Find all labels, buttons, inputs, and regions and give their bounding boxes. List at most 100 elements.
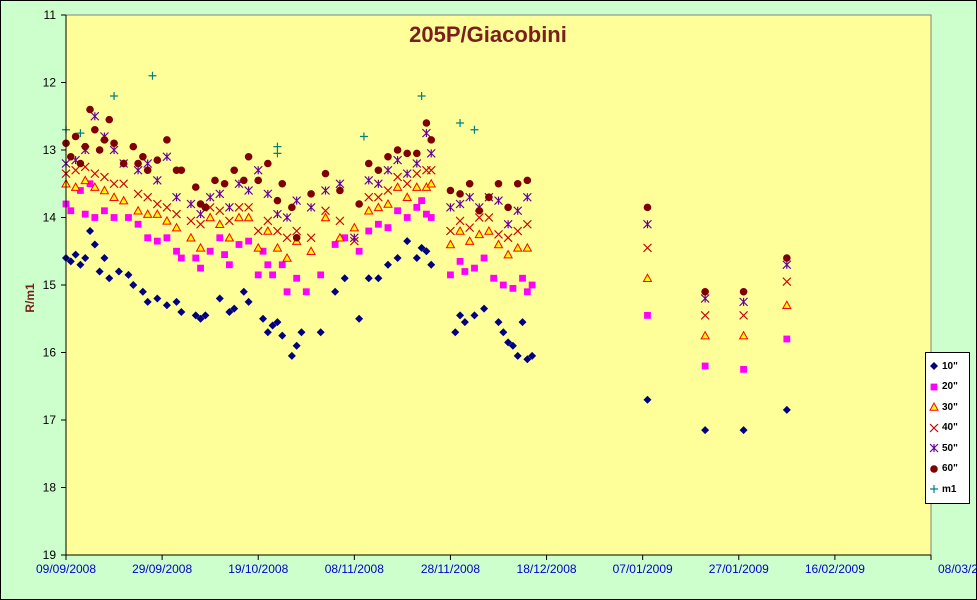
data-point xyxy=(474,213,484,222)
legend-label: 50" xyxy=(942,442,958,454)
data-point xyxy=(110,214,118,221)
data-point xyxy=(461,268,469,275)
data-point xyxy=(278,261,286,269)
data-point xyxy=(172,209,181,219)
data-point xyxy=(239,287,248,296)
data-point xyxy=(426,148,436,158)
data-point xyxy=(480,304,489,313)
legend-label: 60" xyxy=(942,463,958,475)
data-point xyxy=(77,187,84,194)
data-point xyxy=(172,297,181,306)
data-point xyxy=(288,203,296,212)
data-point xyxy=(418,197,426,205)
y-tick-label: 14 xyxy=(43,211,57,225)
data-point xyxy=(186,232,196,242)
data-point xyxy=(383,260,392,269)
data-point xyxy=(86,105,94,114)
data-point xyxy=(263,328,272,337)
data-point xyxy=(456,119,465,127)
data-point xyxy=(781,300,792,309)
data-point xyxy=(384,152,392,161)
data-point xyxy=(528,281,536,289)
data-point xyxy=(494,229,503,239)
data-point xyxy=(224,202,234,212)
data-point xyxy=(134,220,142,228)
data-point xyxy=(124,270,133,279)
data-point xyxy=(234,212,244,222)
data-point xyxy=(445,239,456,249)
data-point xyxy=(518,318,527,327)
data-point xyxy=(740,365,747,373)
data-point xyxy=(321,186,330,195)
data-point xyxy=(287,351,296,360)
data-point xyxy=(701,362,709,370)
data-point xyxy=(523,288,531,296)
data-point xyxy=(90,240,99,249)
data-point xyxy=(71,132,80,141)
data-point xyxy=(211,176,219,185)
data-point xyxy=(81,254,90,262)
data-point xyxy=(359,132,368,141)
x-tick-label: 18/12/2008 xyxy=(517,562,577,576)
data-point xyxy=(701,287,709,296)
data-point xyxy=(230,304,239,313)
data-point xyxy=(394,207,401,215)
data-point xyxy=(513,351,522,360)
data-point xyxy=(201,203,210,212)
x-tick-label: 09/09/2008 xyxy=(36,562,96,576)
data-point xyxy=(143,297,152,306)
data-point xyxy=(282,213,292,222)
data-point xyxy=(349,222,360,232)
data-point xyxy=(455,216,465,226)
data-point xyxy=(125,214,132,221)
data-point xyxy=(426,178,437,188)
x-tick-label: 27/01/2009 xyxy=(709,562,769,576)
data-point xyxy=(110,92,119,100)
data-point xyxy=(278,179,287,188)
data-point xyxy=(133,189,143,199)
legend-item: 60" xyxy=(928,459,967,480)
data-point xyxy=(109,192,119,201)
data-point xyxy=(306,202,316,212)
legend-marker xyxy=(929,443,939,453)
data-point xyxy=(162,215,172,225)
data-point xyxy=(240,176,248,185)
data-point xyxy=(485,193,493,202)
data-point xyxy=(263,216,273,226)
y-tick-label: 16 xyxy=(43,346,57,360)
data-point xyxy=(153,237,161,245)
y-tick-label: 11 xyxy=(44,8,57,22)
data-point xyxy=(519,274,526,282)
data-point xyxy=(186,199,196,209)
data-point xyxy=(138,287,147,296)
data-point xyxy=(66,257,75,266)
x-tick-label: 07/01/2009 xyxy=(613,562,673,576)
data-point xyxy=(201,311,210,320)
legend-item: 40" xyxy=(928,418,967,439)
data-point xyxy=(297,328,306,337)
x-tick-label: 19/10/2008 xyxy=(228,562,288,576)
legend-label: 10" xyxy=(942,360,958,372)
data-point xyxy=(292,341,301,350)
data-point xyxy=(220,179,229,188)
data-point xyxy=(499,328,508,337)
data-point xyxy=(177,166,186,175)
data-point xyxy=(499,281,507,289)
legend-item: m1 xyxy=(928,479,967,500)
data-point xyxy=(253,165,263,175)
data-point xyxy=(321,206,330,216)
series-10 xyxy=(62,227,791,435)
data-point xyxy=(700,294,710,303)
series-20 xyxy=(62,180,791,373)
data-point xyxy=(143,159,153,168)
x-tick-label: 29/09/2008 xyxy=(132,562,192,576)
data-point xyxy=(71,165,81,175)
data-point xyxy=(317,271,325,279)
data-point xyxy=(503,249,513,259)
data-point xyxy=(119,159,128,168)
y-tick-label: 19 xyxy=(43,548,57,562)
data-point xyxy=(264,159,272,168)
data-point xyxy=(427,136,436,144)
data-point xyxy=(363,205,374,215)
data-point xyxy=(105,274,114,283)
